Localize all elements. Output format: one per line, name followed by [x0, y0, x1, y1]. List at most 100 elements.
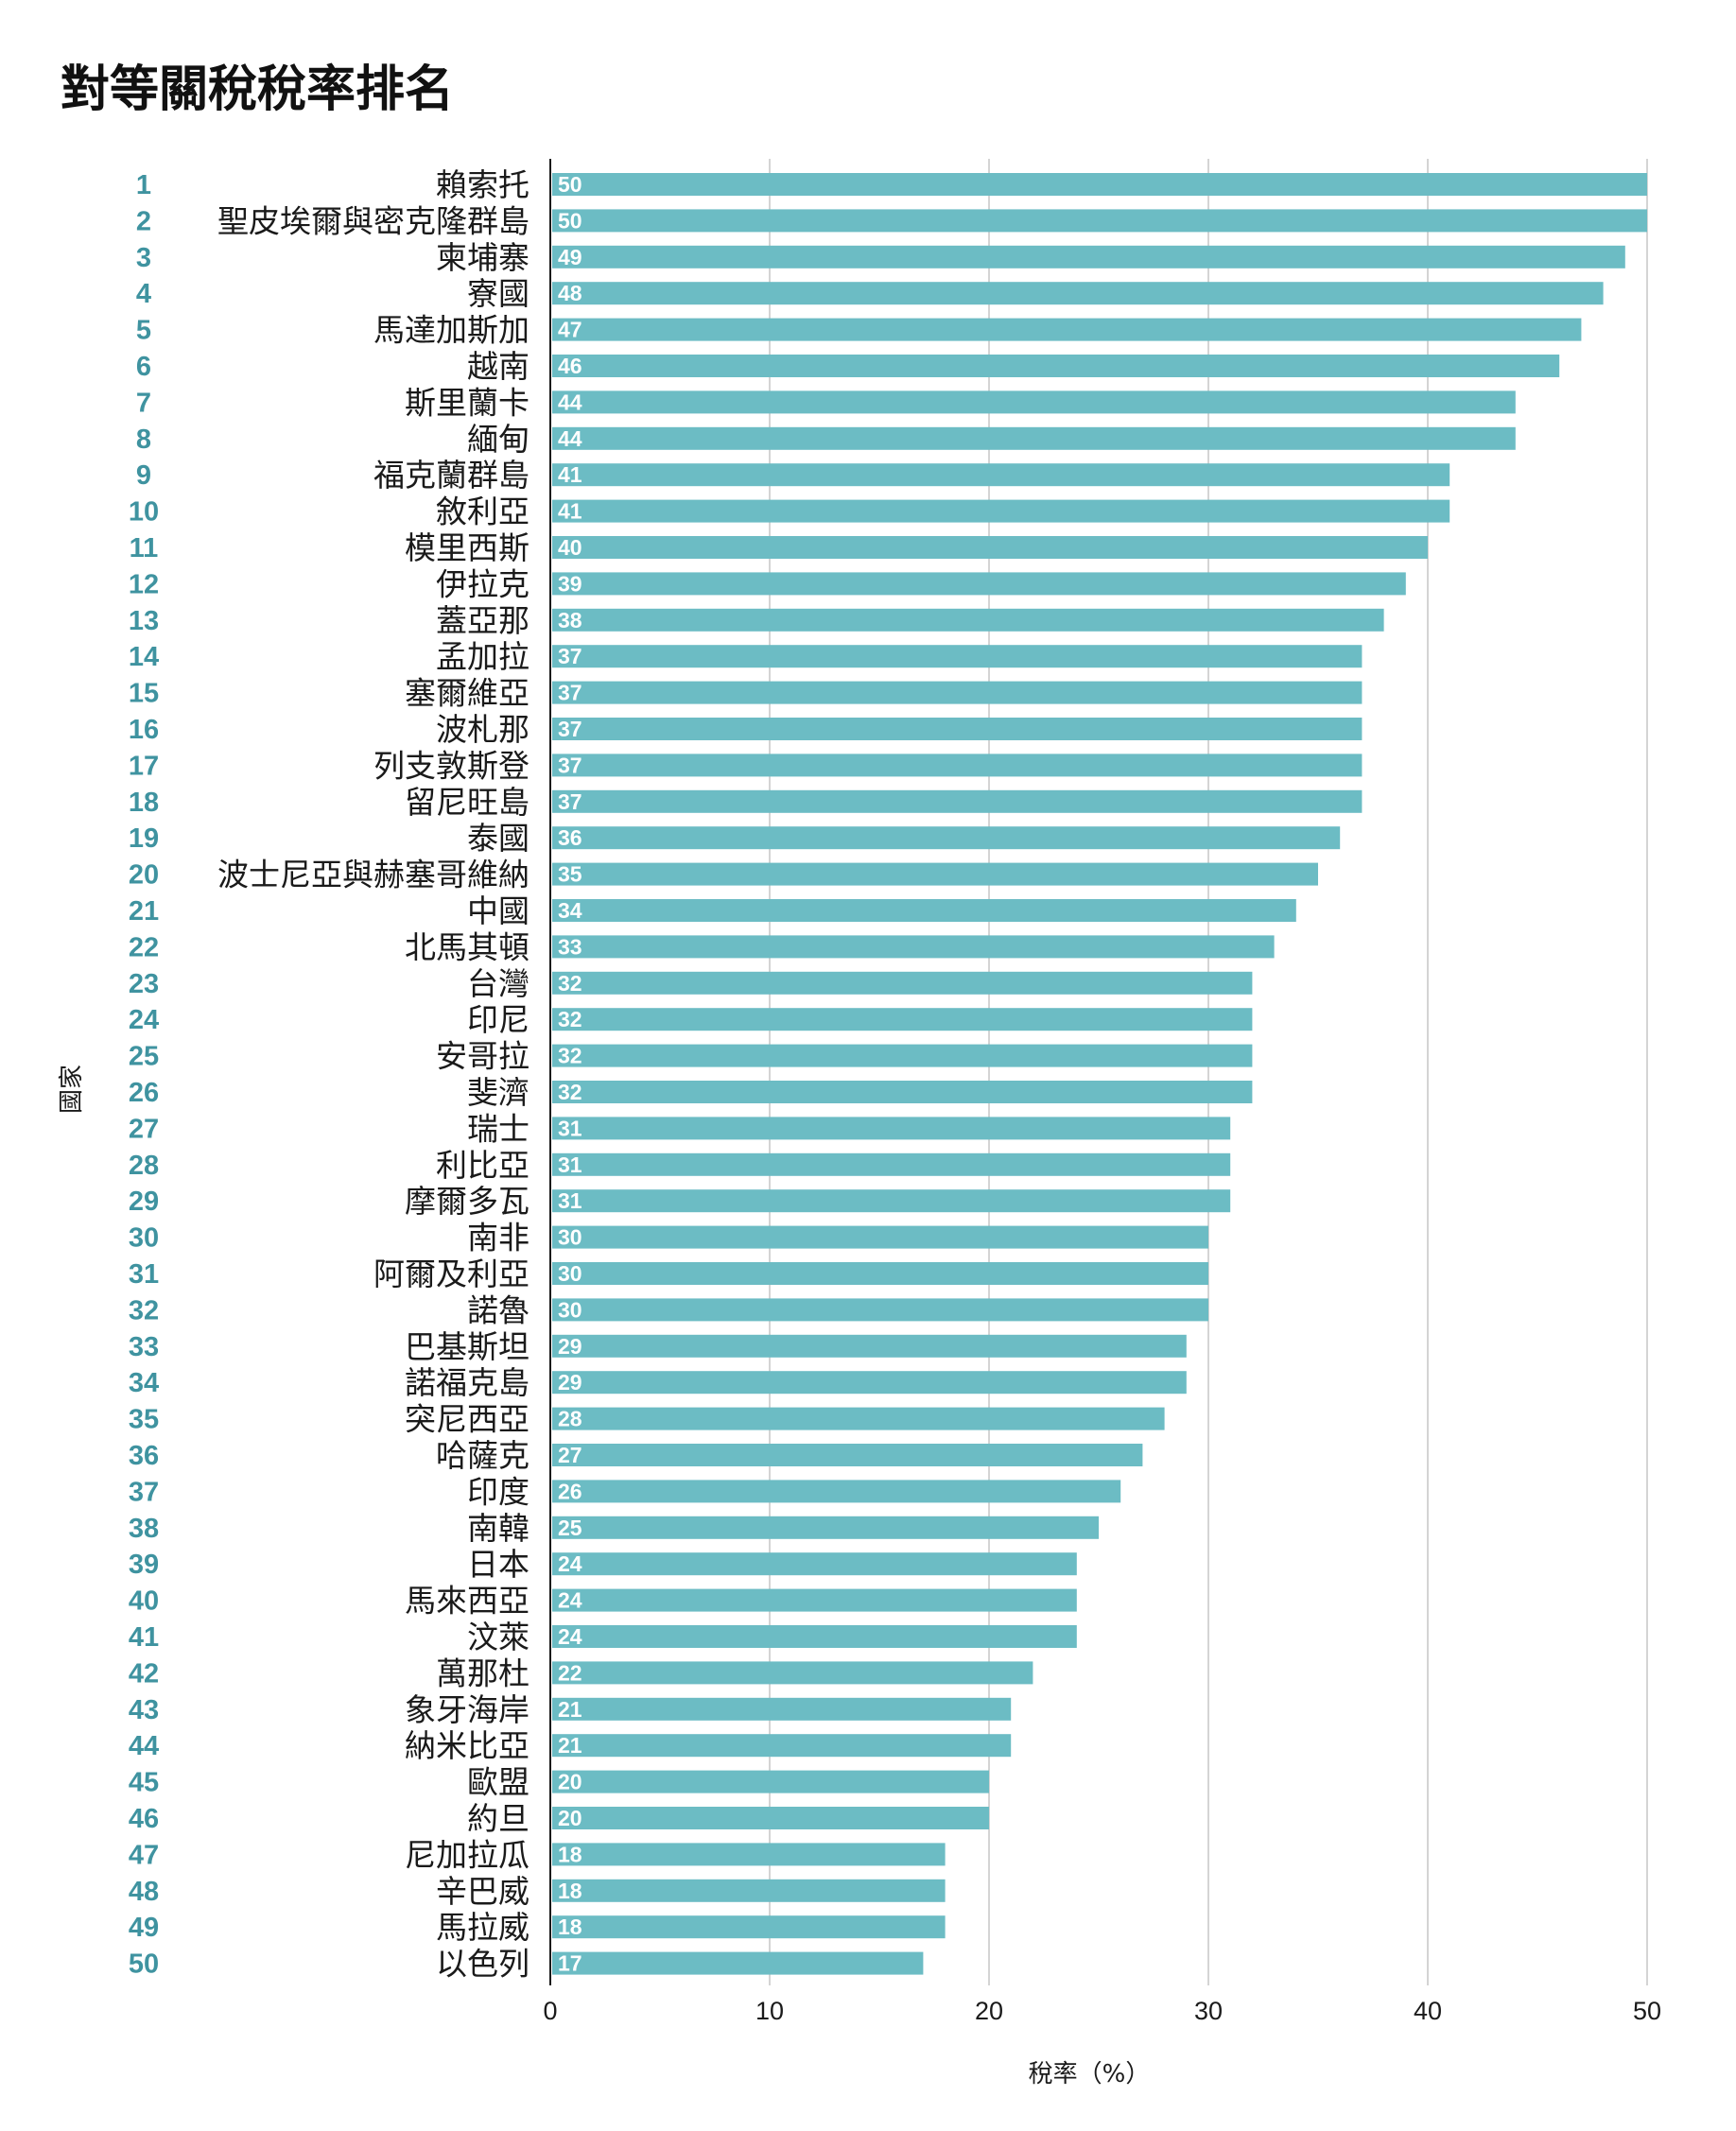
rank-label-26: 26	[129, 1078, 159, 1108]
rank-label-45: 45	[129, 1768, 159, 1798]
bar-28	[552, 1152, 1231, 1176]
country-label-34: 諾福克島	[405, 1364, 529, 1401]
rank-label-8: 8	[136, 424, 151, 455]
x-axis-title: 稅率（%）	[1029, 2060, 1151, 2088]
bar-31	[552, 1262, 1208, 1285]
value-label-24: 32	[558, 1007, 582, 1031]
value-label-10: 41	[558, 499, 582, 524]
country-label-50: 以色列	[436, 1946, 529, 1983]
rank-label-42: 42	[129, 1658, 159, 1689]
bar-10	[552, 499, 1450, 523]
bar-39	[552, 1552, 1077, 1576]
rank-label-9: 9	[136, 460, 151, 491]
value-label-45: 20	[558, 1770, 582, 1794]
rank-label-7: 7	[136, 388, 151, 418]
country-label-25: 安哥拉	[436, 1038, 529, 1075]
country-label-10: 敘利亞	[436, 494, 529, 530]
bar-3	[552, 245, 1625, 269]
rank-label-40: 40	[129, 1586, 159, 1617]
bar-19	[552, 826, 1341, 850]
country-label-17: 列支敦斯登	[373, 747, 529, 784]
country-label-43: 象牙海岸	[405, 1691, 529, 1728]
rank-label-49: 49	[129, 1913, 159, 1943]
country-label-42: 萬那杜	[436, 1655, 529, 1691]
bar-47	[552, 1843, 946, 1866]
rank-label-32: 32	[129, 1295, 159, 1325]
country-label-13: 蓋亞那	[436, 602, 529, 639]
bar-8	[552, 426, 1516, 450]
value-label-27: 31	[558, 1116, 582, 1140]
bar-2	[552, 209, 1647, 233]
value-label-50: 17	[558, 1951, 582, 1976]
country-label-44: 納米比亞	[405, 1727, 529, 1764]
rank-label-19: 19	[129, 823, 159, 854]
x-tick-label-50: 50	[1633, 1997, 1661, 2025]
country-label-4: 寮國	[467, 275, 529, 312]
country-label-36: 哈薩克	[436, 1437, 529, 1474]
value-label-4: 48	[558, 281, 582, 305]
bar-36	[552, 1444, 1143, 1466]
country-label-15: 塞爾維亞	[405, 675, 529, 712]
country-label-33: 巴基斯坦	[405, 1328, 529, 1365]
bar-42	[552, 1661, 1033, 1685]
bar-30	[552, 1225, 1208, 1249]
country-label-46: 約旦	[467, 1800, 529, 1837]
category-labels: 賴索托 1 聖皮埃爾與密克隆群島 2 柬埔寨 3 寮國 4 馬達加斯加 5 越南 6 斯里蘭卡 7 緬甸 8 福…	[129, 166, 529, 1983]
country-label-6: 越南	[467, 348, 529, 385]
x-tick-label-20: 20	[975, 1997, 1003, 2025]
y-axis-title: 國家	[58, 1065, 86, 1114]
x-tick-label-30: 30	[1194, 1997, 1223, 2025]
rank-label-27: 27	[129, 1114, 159, 1144]
x-tick-label-10: 10	[755, 1997, 784, 2025]
country-label-28: 利比亞	[436, 1147, 529, 1184]
x-tick-label-0: 0	[543, 1997, 557, 2025]
chart-title: 對等關稅稅率排名	[61, 61, 455, 118]
x-tick-label-40: 40	[1414, 1997, 1442, 2025]
country-label-38: 南韓	[467, 1510, 529, 1547]
value-label-14: 37	[558, 644, 582, 668]
value-label-46: 20	[558, 1806, 582, 1830]
x-axis-ticks: 0 10 20 30 40 50	[543, 1997, 1661, 2025]
bar-32	[552, 1298, 1208, 1322]
country-label-35: 突尼西亞	[405, 1401, 529, 1438]
bar-14	[552, 645, 1363, 668]
value-label-5: 47	[558, 318, 582, 342]
bar-26	[552, 1081, 1253, 1103]
country-label-14: 孟加拉	[436, 638, 529, 675]
bar-48	[552, 1879, 946, 1902]
bar-38	[552, 1516, 1099, 1539]
country-label-9: 福克蘭群島	[373, 457, 529, 494]
rank-label-6: 6	[136, 352, 151, 382]
value-label-16: 37	[558, 717, 582, 741]
rank-label-30: 30	[129, 1223, 159, 1254]
value-label-25: 32	[558, 1044, 582, 1068]
country-label-22: 北馬其頓	[405, 928, 529, 965]
value-label-23: 32	[558, 971, 582, 996]
country-label-11: 模里西斯	[405, 529, 529, 566]
bar-49	[552, 1915, 946, 1939]
value-label-11: 40	[558, 535, 582, 560]
value-label-7: 44	[558, 390, 582, 414]
bar-4	[552, 282, 1604, 305]
bar-29	[552, 1189, 1231, 1213]
country-label-47: 尼加拉瓜	[405, 1836, 529, 1873]
country-label-48: 辛巴威	[436, 1873, 529, 1910]
value-label-32: 30	[558, 1297, 582, 1322]
rank-label-14: 14	[129, 642, 159, 672]
value-label-3: 49	[558, 245, 582, 269]
bar-1	[552, 173, 1647, 196]
value-label-41: 24	[558, 1624, 582, 1649]
bar-18	[552, 789, 1363, 813]
rank-label-43: 43	[129, 1695, 159, 1725]
country-label-30: 南非	[467, 1220, 529, 1256]
rank-label-35: 35	[129, 1405, 159, 1435]
country-label-19: 泰國	[467, 820, 529, 857]
bar-15	[552, 681, 1363, 704]
value-label-47: 18	[558, 1842, 582, 1866]
country-label-1: 賴索托	[436, 166, 529, 203]
rank-label-29: 29	[129, 1187, 159, 1217]
country-label-32: 諾魯	[467, 1291, 529, 1328]
value-label-21: 34	[558, 898, 582, 923]
value-label-13: 38	[558, 608, 582, 632]
